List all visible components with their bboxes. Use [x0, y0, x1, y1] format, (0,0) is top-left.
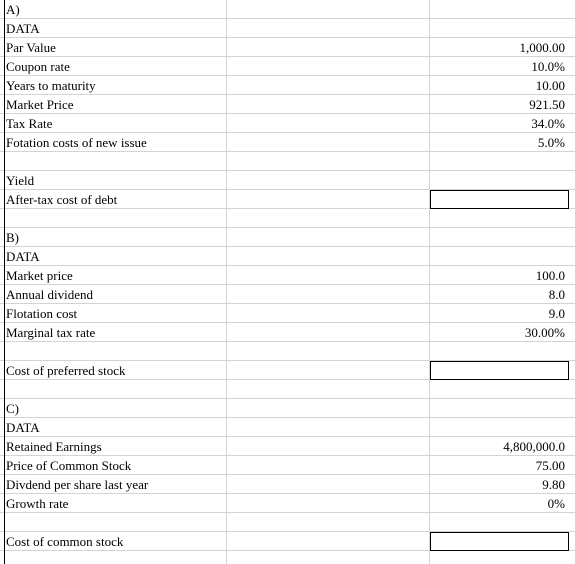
row-marginal-tax-rate[interactable]: Marginal tax rate 30.00% [0, 323, 575, 342]
row-after-tax-cost-of-debt[interactable]: After-tax cost of debt [0, 190, 575, 209]
value-price-of-common-stock[interactable]: 75.00 [535, 458, 565, 473]
value-annual-dividend[interactable]: 8.0 [548, 287, 565, 302]
value-flotation-costs[interactable]: 5.0% [537, 135, 565, 150]
label-market-price-b: Market price [6, 268, 73, 283]
label-annual-dividend: Annual dividend [6, 287, 94, 302]
row-b-header[interactable]: B) [0, 228, 575, 247]
value-market-price-b[interactable]: 100.0 [535, 268, 565, 283]
label-price-of-common-stock: Price of Common Stock [6, 458, 132, 473]
label-coupon-rate: Coupon rate [6, 59, 70, 74]
value-retained-earnings[interactable]: 4,800,000.0 [503, 439, 565, 454]
row-annual-dividend[interactable]: Annual dividend 8.0 [0, 285, 575, 304]
cost-of-common-stock-input[interactable] [430, 532, 569, 551]
row-par-value[interactable]: Par Value 1,000.00 [0, 38, 575, 57]
label-cost-of-common-stock: Cost of common stock [6, 534, 124, 549]
label-retained-earnings: Retained Earnings [6, 439, 102, 454]
value-coupon-rate[interactable]: 10.0% [531, 59, 565, 74]
row-flotation-cost-b[interactable]: Flotation cost 9.0 [0, 304, 575, 323]
row-market-price-b[interactable]: Market price 100.0 [0, 266, 575, 285]
label-marginal-tax-rate: Marginal tax rate [6, 325, 96, 340]
row-coupon-rate[interactable]: Coupon rate 10.0% [0, 57, 575, 76]
row-a-data[interactable]: DATA [0, 19, 575, 38]
row-tax-rate[interactable]: Tax Rate 34.0% [0, 114, 575, 133]
value-market-price-a[interactable]: 921.50 [529, 97, 565, 112]
label-years-to-maturity: Years to maturity [6, 78, 96, 93]
row-b-data[interactable]: DATA [0, 247, 575, 266]
section-c-header: C) [6, 401, 19, 416]
label-yield: Yield [6, 173, 35, 188]
row-price-of-common-stock[interactable]: Price of Common Stock 75.00 [0, 456, 575, 475]
value-growth-rate[interactable]: 0% [547, 496, 565, 511]
cost-of-preferred-stock-input[interactable] [430, 361, 569, 380]
row-yield[interactable]: Yield [0, 171, 575, 190]
row-years-to-maturity[interactable]: Years to maturity 10.00 [0, 76, 575, 95]
after-tax-cost-of-debt-input[interactable] [430, 190, 569, 209]
label-dividend-per-share: Divdend per share last year [6, 477, 149, 492]
label-after-tax-cost-of-debt: After-tax cost of debt [6, 192, 118, 207]
row-flotation-costs[interactable]: Fotation costs of new issue 5.0% [0, 133, 575, 152]
value-marginal-tax-rate[interactable]: 30.00% [524, 325, 565, 340]
row-a-header[interactable]: A) [0, 0, 575, 19]
value-dividend-per-share[interactable]: 9.80 [542, 477, 565, 492]
row-growth-rate[interactable]: Growth rate 0% [0, 494, 575, 513]
label-tax-rate: Tax Rate [6, 116, 53, 131]
label-market-price-a: Market Price [6, 97, 74, 112]
section-a-header: A) [6, 2, 20, 17]
section-a-data-label: DATA [6, 21, 40, 36]
section-b-data-label: DATA [6, 249, 40, 264]
section-c-data-label: DATA [6, 420, 40, 435]
row-c-header[interactable]: C) [0, 399, 575, 418]
row-retained-earnings[interactable]: Retained Earnings 4,800,000.0 [0, 437, 575, 456]
label-flotation-costs: Fotation costs of new issue [6, 135, 147, 150]
row-dividend-per-share[interactable]: Divdend per share last year 9.80 [0, 475, 575, 494]
label-cost-of-preferred-stock: Cost of preferred stock [6, 363, 126, 378]
label-growth-rate: Growth rate [6, 496, 69, 511]
row-cost-of-common-stock[interactable]: Cost of common stock [0, 532, 575, 551]
value-tax-rate[interactable]: 34.0% [531, 116, 565, 131]
value-flotation-cost-b[interactable]: 9.0 [548, 306, 565, 321]
row-cost-of-preferred-stock[interactable]: Cost of preferred stock [0, 361, 575, 380]
value-years-to-maturity[interactable]: 10.00 [535, 78, 565, 93]
label-par-value: Par Value [6, 40, 56, 55]
row-c-data[interactable]: DATA [0, 418, 575, 437]
row-market-price-a[interactable]: Market Price 921.50 [0, 95, 575, 114]
section-b-header: B) [6, 230, 19, 245]
value-par-value[interactable]: 1,000.00 [519, 40, 566, 55]
left-border [4, 0, 5, 564]
label-flotation-cost-b: Flotation cost [6, 306, 78, 321]
